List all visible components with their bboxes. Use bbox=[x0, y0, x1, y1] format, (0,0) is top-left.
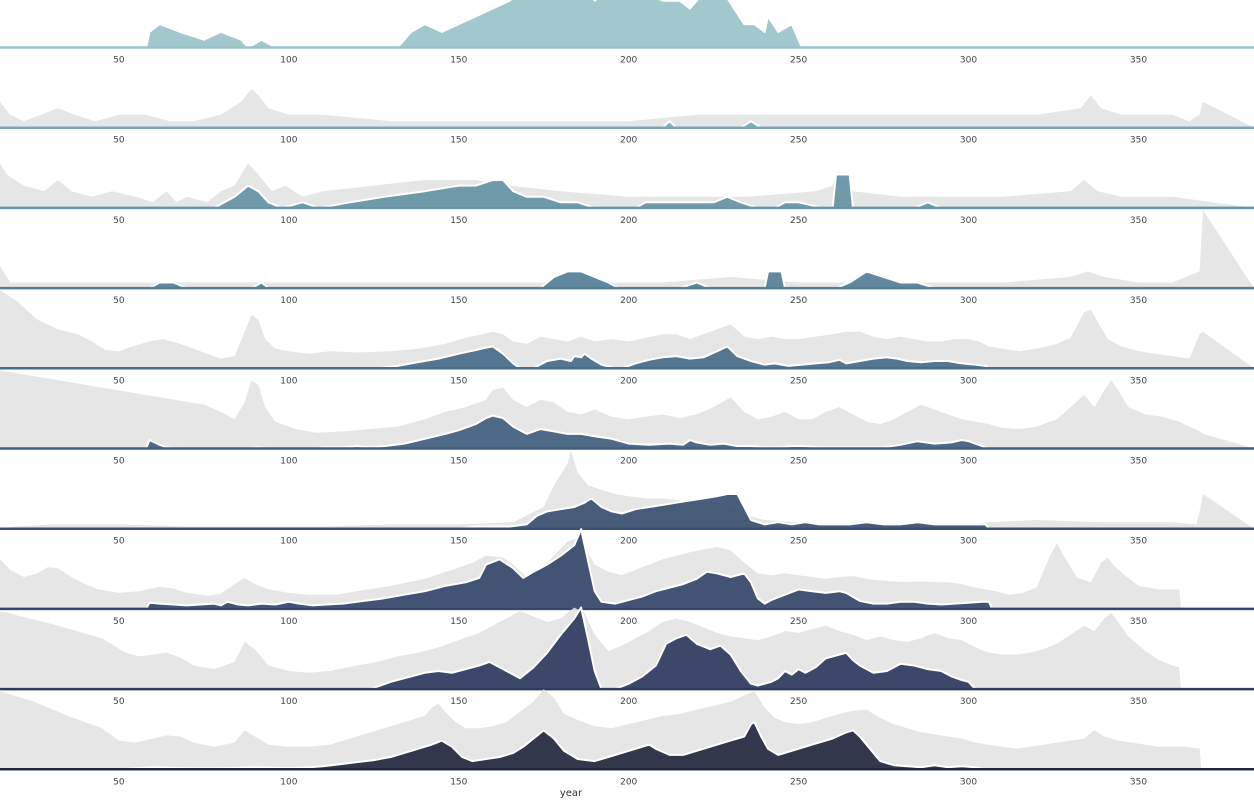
x-tick-label: 350 bbox=[1130, 617, 1147, 627]
x-tick-label: 250 bbox=[790, 697, 807, 707]
background-area bbox=[0, 607, 1254, 690]
x-tick-label: 300 bbox=[960, 777, 977, 787]
x-tick-label: 250 bbox=[790, 617, 807, 627]
ridge-panel-5: 50 100 150 200 250 300 350 bbox=[0, 290, 1254, 386]
x-tick-label: 250 bbox=[790, 777, 807, 787]
x-tick-label: 150 bbox=[450, 296, 467, 306]
background-area bbox=[0, 689, 1254, 770]
x-tick-label: 100 bbox=[280, 777, 297, 787]
x-tick-label: 100 bbox=[280, 296, 297, 306]
x-tick-label: 50 bbox=[113, 617, 125, 627]
x-tick-label: 200 bbox=[620, 617, 637, 627]
ridge-panel-4: 50 100 150 200 250 300 350 bbox=[0, 210, 1254, 306]
background-area bbox=[0, 88, 1254, 128]
x-tick-label: 50 bbox=[113, 777, 125, 787]
ridge-panel-8: 50 100 150 200 250 300 350 bbox=[0, 528, 1254, 627]
x-tick-label: 300 bbox=[960, 56, 977, 66]
x-axis-label: year bbox=[560, 788, 583, 799]
x-tick-label: 200 bbox=[620, 777, 637, 787]
x-tick-label: 50 bbox=[113, 56, 125, 66]
x-tick-label: 150 bbox=[450, 376, 467, 386]
x-tick-label: 150 bbox=[450, 537, 467, 547]
x-tick-label: 350 bbox=[1130, 697, 1147, 707]
x-tick-label: 150 bbox=[450, 136, 467, 146]
x-tick-label: 200 bbox=[620, 537, 637, 547]
x-tick-label: 350 bbox=[1130, 136, 1147, 146]
x-tick-label: 350 bbox=[1130, 216, 1147, 226]
x-tick-label: 100 bbox=[280, 376, 297, 386]
x-tick-label: 50 bbox=[113, 537, 125, 547]
ridge-panel-9: 50 100 150 200 250 300 350 bbox=[0, 606, 1254, 707]
series-area bbox=[0, 345, 1254, 370]
x-tick-label: 50 bbox=[113, 216, 125, 226]
ridge-panel-6: 50 100 150 200 250 300 350 bbox=[0, 370, 1254, 467]
x-tick-label: 200 bbox=[620, 376, 637, 386]
x-tick-label: 250 bbox=[790, 457, 807, 467]
ridge-panel-10: 50 100 150 200 250 300 350 bbox=[0, 689, 1254, 787]
x-tick-label: 50 bbox=[113, 697, 125, 707]
x-tick-label: 350 bbox=[1130, 296, 1147, 306]
x-tick-label: 300 bbox=[960, 537, 977, 547]
x-tick-label: 250 bbox=[790, 537, 807, 547]
x-tick-label: 100 bbox=[280, 457, 297, 467]
background-area bbox=[0, 163, 1254, 208]
ridge-panel-3: 50 100 150 200 250 300 350 bbox=[0, 163, 1254, 226]
series-area bbox=[0, 0, 1254, 49]
x-tick-label: 50 bbox=[113, 136, 125, 146]
x-tick-label: 250 bbox=[790, 376, 807, 386]
x-tick-label: 150 bbox=[450, 697, 467, 707]
background-area bbox=[0, 538, 1254, 609]
background-area bbox=[0, 370, 1254, 449]
x-tick-label: 100 bbox=[280, 697, 297, 707]
x-tick-label: 350 bbox=[1130, 537, 1147, 547]
x-tick-label: 100 bbox=[280, 617, 297, 627]
x-tick-label: 200 bbox=[620, 296, 637, 306]
x-tick-label: 100 bbox=[280, 56, 297, 66]
series-area bbox=[0, 606, 1254, 691]
x-tick-label: 50 bbox=[113, 457, 125, 467]
x-tick-label: 100 bbox=[280, 216, 297, 226]
x-tick-label: 300 bbox=[960, 216, 977, 226]
x-tick-label: 200 bbox=[620, 457, 637, 467]
x-tick-label: 200 bbox=[620, 136, 637, 146]
x-tick-label: 200 bbox=[620, 216, 637, 226]
x-tick-label: 50 bbox=[113, 376, 125, 386]
series-area bbox=[0, 528, 1254, 610]
x-tick-label: 300 bbox=[960, 457, 977, 467]
x-tick-label: 350 bbox=[1130, 457, 1147, 467]
x-tick-label: 100 bbox=[280, 136, 297, 146]
x-tick-label: 200 bbox=[620, 697, 637, 707]
x-tick-label: 150 bbox=[450, 56, 467, 66]
x-tick-label: 300 bbox=[960, 697, 977, 707]
x-tick-label: 250 bbox=[790, 296, 807, 306]
series-area bbox=[0, 721, 1254, 771]
x-tick-label: 50 bbox=[113, 296, 125, 306]
x-tick-label: 150 bbox=[450, 777, 467, 787]
x-tick-label: 150 bbox=[450, 216, 467, 226]
x-tick-label: 350 bbox=[1130, 56, 1147, 66]
x-tick-label: 300 bbox=[960, 376, 977, 386]
x-tick-label: 250 bbox=[790, 216, 807, 226]
series-area bbox=[0, 493, 1254, 530]
x-tick-label: 350 bbox=[1130, 777, 1147, 787]
x-tick-label: 250 bbox=[790, 56, 807, 66]
ridge-panel-7: 50 100 150 200 250 300 350 bbox=[0, 450, 1254, 547]
x-tick-label: 350 bbox=[1130, 376, 1147, 386]
x-tick-label: 150 bbox=[450, 457, 467, 467]
x-tick-label: 300 bbox=[960, 296, 977, 306]
ridge-panel-1: 50 100 150 200 250 300 350 bbox=[0, 0, 1254, 66]
x-tick-label: 150 bbox=[450, 617, 467, 627]
x-tick-label: 200 bbox=[620, 56, 637, 66]
x-tick-label: 100 bbox=[280, 537, 297, 547]
ridge-panel-2: 50 100 150 200 250 300 350 bbox=[0, 88, 1254, 146]
x-tick-label: 250 bbox=[790, 136, 807, 146]
x-tick-label: 300 bbox=[960, 617, 977, 627]
background-area bbox=[0, 290, 1254, 369]
x-tick-label: 300 bbox=[960, 136, 977, 146]
